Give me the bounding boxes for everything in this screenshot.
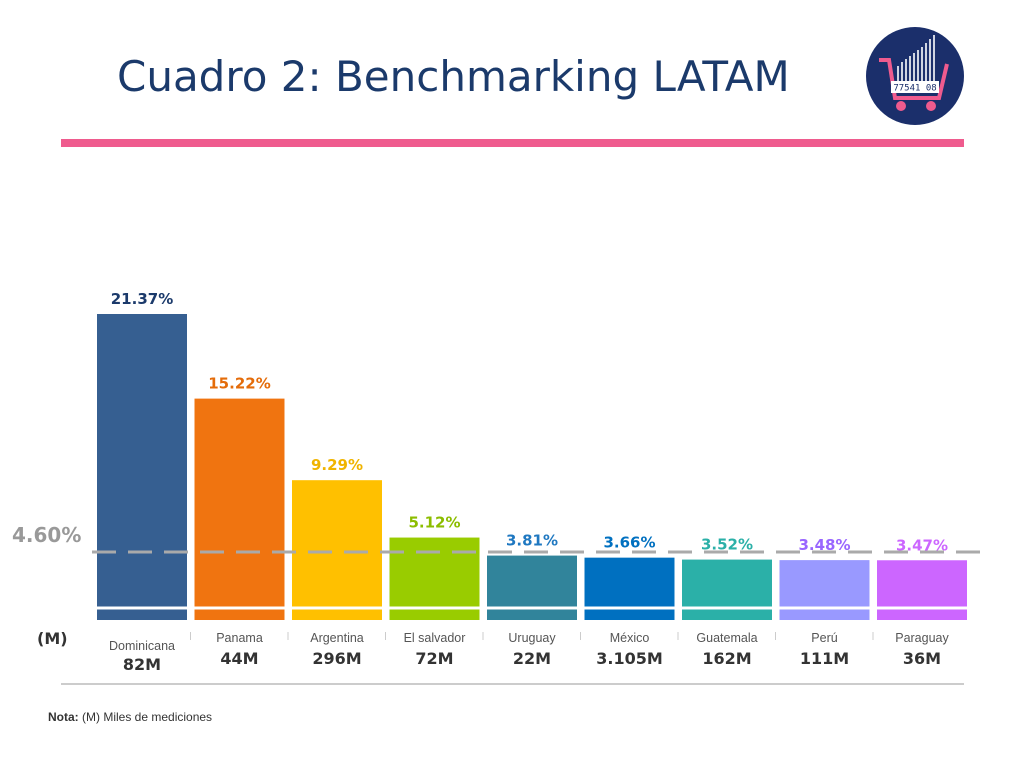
bar-6	[682, 559, 772, 620]
bar-value-label-7: 3.48%	[798, 536, 850, 554]
volume-label-6: 162M	[702, 649, 751, 668]
volume-label-8: 36M	[903, 649, 941, 668]
volume-label-2: 296M	[312, 649, 361, 668]
bar-value-label-4: 3.81%	[506, 532, 558, 550]
bar-value-label-0: 21.37%	[111, 290, 173, 308]
footnote-text: (M) Miles de mediciones	[82, 710, 213, 724]
bar-value-label-1: 15.22%	[208, 375, 270, 393]
category-label-7: Perú	[811, 631, 837, 645]
bar-5	[584, 557, 675, 620]
category-label-0: Dominicana	[109, 639, 175, 653]
bar-8	[877, 560, 967, 620]
bar-value-label-2: 9.29%	[311, 456, 363, 474]
title-divider	[61, 139, 964, 147]
logo-code-box	[891, 81, 939, 93]
category-label-3: El salvador	[404, 631, 466, 645]
bar-value-label-3: 5.12%	[408, 514, 460, 532]
volume-label-0: 82M	[123, 655, 161, 674]
logo-cart-wheel-right	[926, 101, 936, 111]
logo-barcode	[897, 35, 935, 84]
page-title: Cuadro 2: Benchmarking LATAM	[117, 52, 790, 101]
bar-value-label-6: 3.52%	[701, 536, 753, 554]
bar-value-label-8: 3.47%	[896, 536, 948, 554]
bar-7	[779, 560, 870, 620]
bar-2	[292, 480, 382, 620]
shopping-cart-barcode-icon: 77541 08	[866, 27, 964, 125]
category-label-4: Uruguay	[508, 631, 556, 645]
bar-0	[97, 314, 187, 620]
category-label-1: Panama	[216, 631, 263, 645]
bar-4	[487, 555, 577, 620]
bars-layer	[97, 314, 967, 620]
logo-code-text: 77541 08	[893, 84, 936, 94]
volume-label-5: 3.105M	[596, 649, 663, 668]
bar-1	[194, 398, 285, 620]
volume-label-1: 44M	[220, 649, 258, 668]
logo-cart	[879, 58, 949, 100]
logo-circle	[866, 27, 964, 125]
reference-line-layer	[61, 550, 992, 685]
volume-label-3: 72M	[415, 649, 453, 668]
footnote: Nota: (M) Miles de mediciones	[48, 710, 212, 724]
footnote-label: Nota:	[48, 710, 79, 724]
volume-unit-label: (M)	[37, 629, 68, 648]
category-label-5: México	[610, 631, 650, 645]
volume-label-4: 22M	[513, 649, 551, 668]
category-label-6: Guatemala	[696, 631, 757, 645]
category-label-2: Argentina	[310, 631, 364, 645]
labels-layer: 21.37% Dominicana 82M 15.22% Panama 44M 9.29% A…	[12, 290, 950, 674]
logo-cart-wheel-left	[896, 101, 906, 111]
volume-label-7: 111M	[800, 649, 849, 668]
reference-line-label: 4.60%	[12, 523, 81, 547]
bar-value-label-5: 3.66%	[603, 534, 655, 552]
category-label-8: Paraguay	[895, 631, 949, 645]
